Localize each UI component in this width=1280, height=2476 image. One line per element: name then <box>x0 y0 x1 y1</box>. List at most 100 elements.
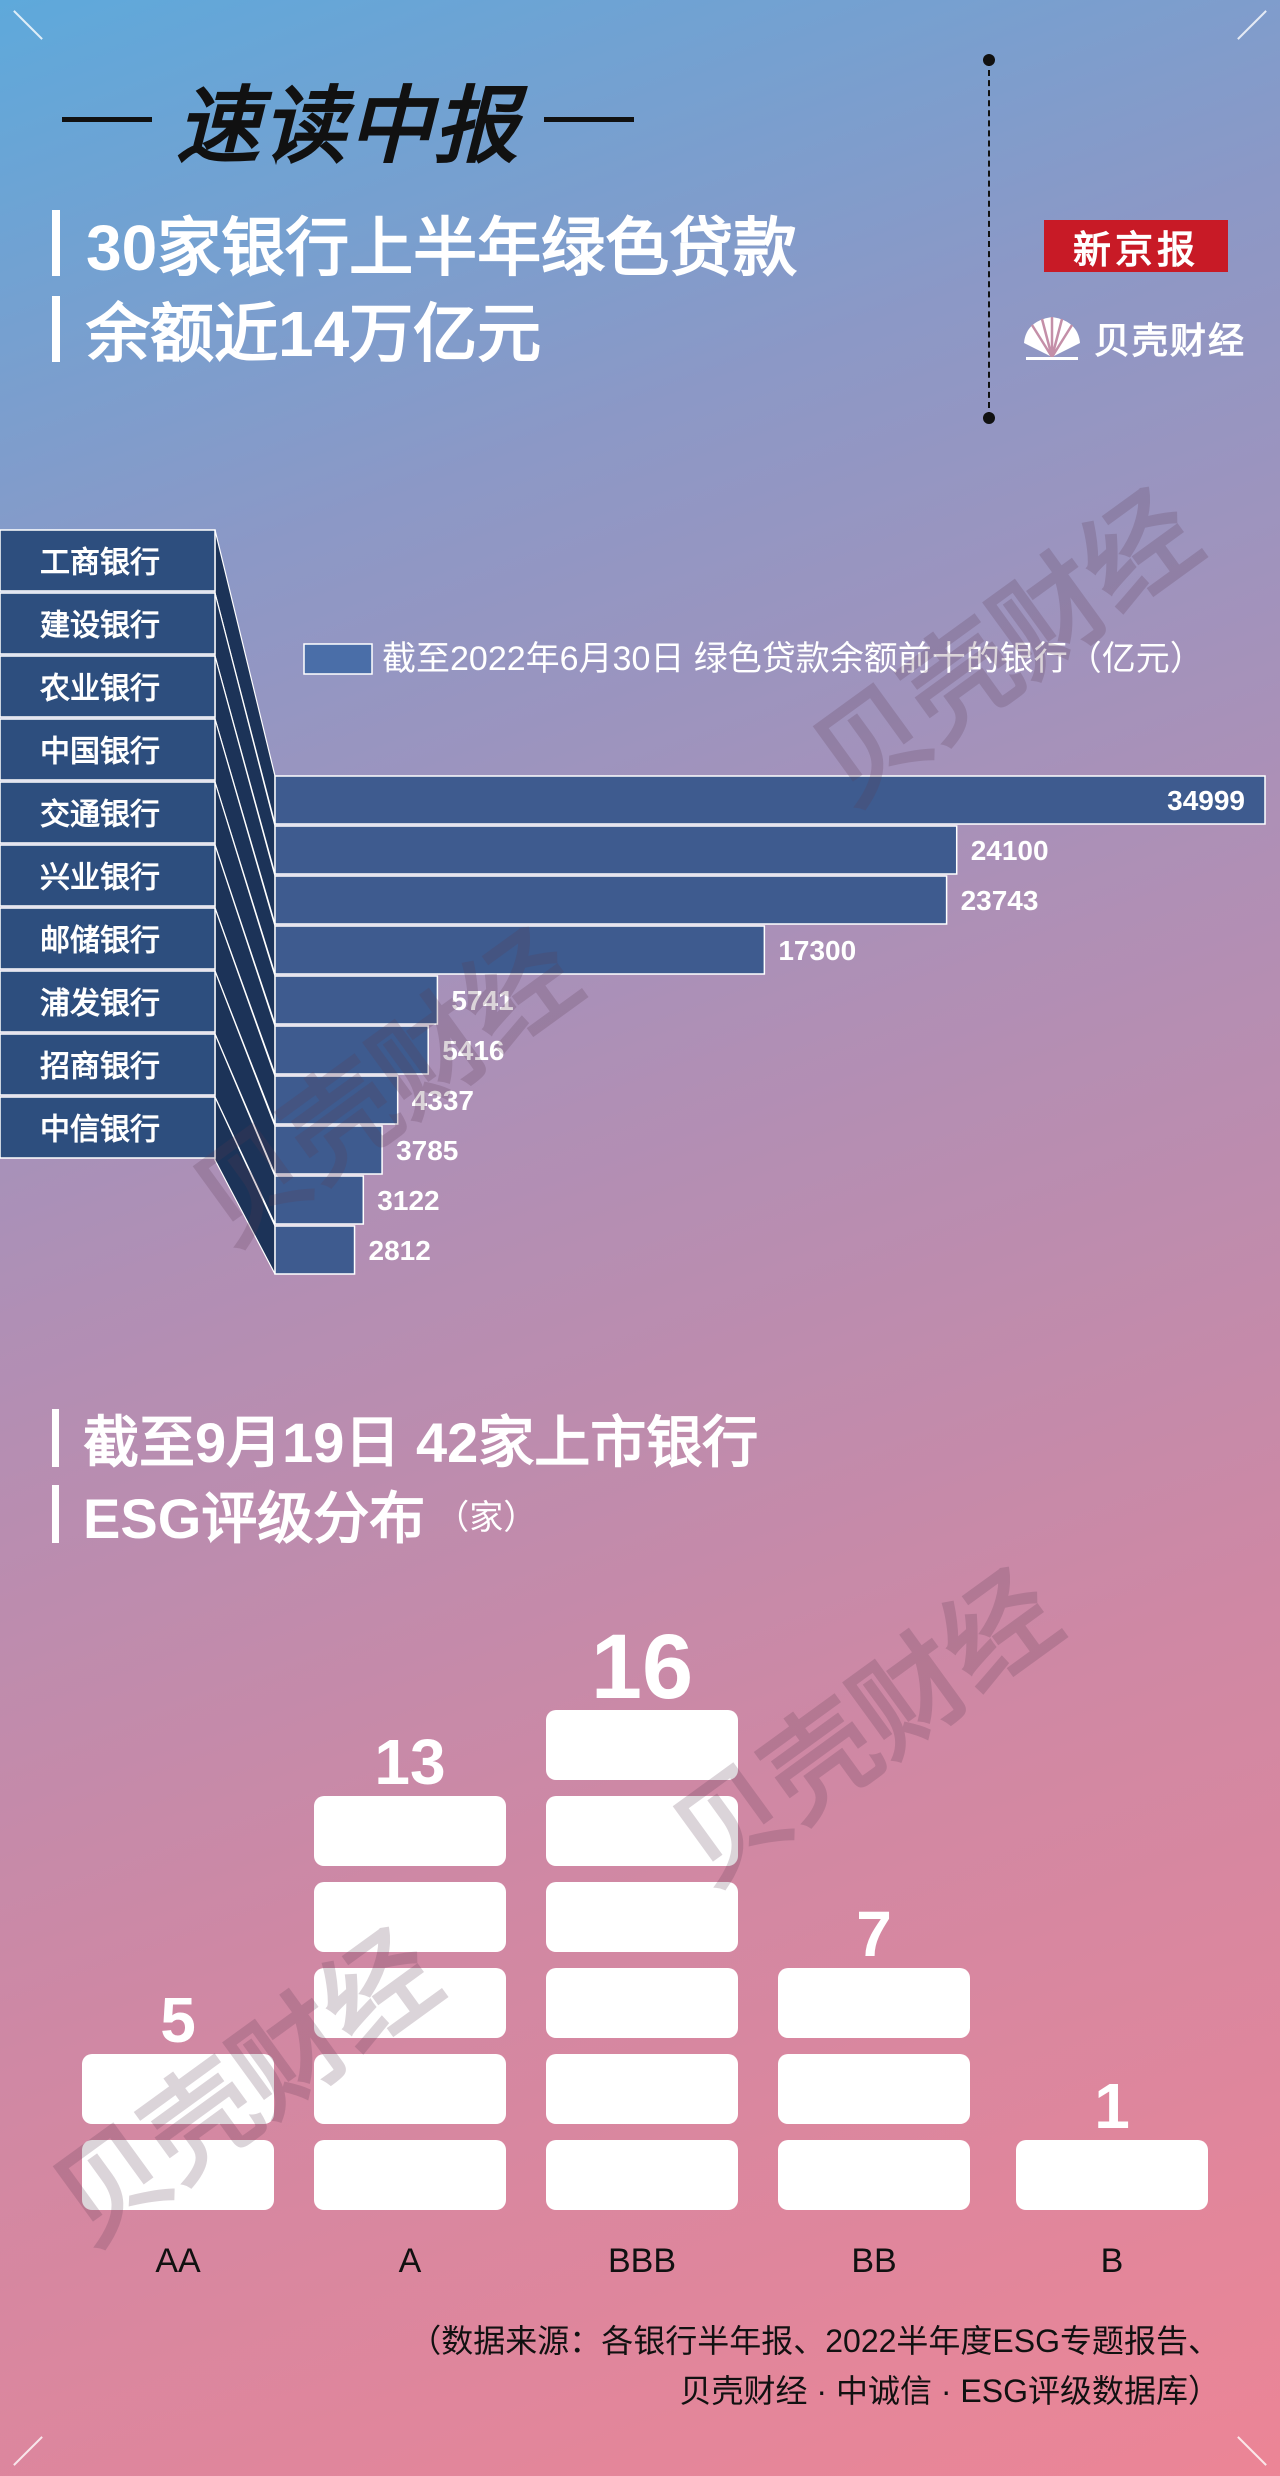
bar <box>274 1125 383 1175</box>
bar <box>274 775 1266 825</box>
esg-unit: （家） <box>435 1498 538 1537</box>
bank-label: 中国银行 <box>40 735 160 770</box>
bank-label-box <box>0 592 216 655</box>
corner-mark-br <box>1237 2436 1267 2466</box>
esg-block <box>546 1796 738 1866</box>
bar-side-faces <box>214 529 276 1275</box>
bank-label-box <box>0 970 216 1033</box>
value-label: 34999 <box>1167 785 1245 816</box>
headline-line2: 余额近14万亿元 <box>52 286 797 372</box>
bank-label: 农业银行 <box>39 672 160 707</box>
value-label: 5416 <box>442 1035 504 1066</box>
legend-text: 截至2022年6月30日 绿色贷款余额前十的银行（亿元） <box>382 640 1204 678</box>
headline: 30家银行上半年绿色贷款 余额近14万亿元 <box>52 200 797 372</box>
esg-block <box>778 1968 970 2038</box>
bar <box>274 1075 399 1125</box>
bank-label-box <box>0 781 216 844</box>
bank-label: 工商银行 <box>40 546 160 581</box>
esg-block <box>778 2054 970 2124</box>
source-line1: （数据来源：各银行半年报、2022半年度ESG专题报告、 <box>409 2323 1220 2359</box>
value-label: 3785 <box>396 1135 458 1166</box>
esg-blocks <box>82 1710 1208 2210</box>
esg-category-label: AA <box>155 2242 201 2280</box>
esg-block <box>314 1968 506 2038</box>
esg-block <box>314 2054 506 2124</box>
bank-label-box <box>0 1033 216 1096</box>
esg-section-title: 截至9月19日 42家上市银行 ESG评级分布 （家） <box>52 1400 758 1552</box>
esg-category-label: BB <box>851 2242 896 2280</box>
esg-block <box>546 2054 738 2124</box>
esg-count-labels: 5 13 16 7 1 <box>160 1616 1130 2142</box>
data-source: （数据来源：各银行半年报、2022半年度ESG专题报告、 贝壳财经 · 中诚信 … <box>409 2316 1220 2416</box>
divider-line <box>988 60 990 418</box>
value-label: 23743 <box>961 885 1039 916</box>
title-dash-left <box>62 116 152 122</box>
bank-label-box <box>0 907 216 970</box>
value-label: 4337 <box>412 1085 474 1116</box>
esg-block <box>314 1882 506 1952</box>
value-labels: 34999 24100 23743 17300 5741 5416 4337 3785 3122… <box>369 785 1245 1266</box>
xinjingbao-logo: 新京报 <box>1044 220 1228 272</box>
esg-title-line1: 截至9月19日 42家上市银行 <box>52 1400 758 1476</box>
esg-block <box>778 2140 970 2210</box>
esg-count-label: 1 <box>1094 2070 1130 2142</box>
brand-title: 速读中报 <box>62 64 635 174</box>
bank-label: 中信银行 <box>40 1113 160 1148</box>
green-loan-chart: 工商银行建设银行农业银行中国银行交通银行兴业银行邮储银行浦发银行招商银行中信银行… <box>0 529 1266 1275</box>
bar <box>274 1175 365 1225</box>
brand-title-text: 速读中报 <box>176 78 521 173</box>
esg-title-line2: ESG评级分布 （家） <box>52 1476 758 1552</box>
beike-caijing-text: 贝壳财经 <box>1094 320 1247 361</box>
esg-category-label: A <box>399 2242 422 2280</box>
bar <box>274 1225 356 1275</box>
bank-label: 建设银行 <box>40 609 160 644</box>
bar <box>274 925 766 975</box>
bank-label: 招商银行 <box>40 1050 160 1085</box>
bar <box>274 825 958 875</box>
divider-dot-bottom <box>983 412 995 424</box>
esg-block <box>546 2140 738 2210</box>
value-label: 17300 <box>778 935 856 966</box>
bar <box>274 975 439 1025</box>
header: 速读中报 30家银行上半年绿色贷款 余额近14万亿元 新京报 贝壳财经 <box>0 0 1280 480</box>
value-label: 24100 <box>971 835 1049 866</box>
esg-block <box>82 2054 274 2124</box>
value-label: 5741 <box>451 985 513 1016</box>
bank-label-box <box>0 1096 216 1159</box>
esg-block <box>1016 2140 1208 2210</box>
bank-label-box <box>0 844 216 907</box>
esg-block <box>314 1796 506 1866</box>
esg-block <box>546 1968 738 2038</box>
bank-label: 浦发银行 <box>40 987 160 1022</box>
shell-icon <box>1024 317 1080 360</box>
bar <box>274 875 948 925</box>
esg-block <box>82 2140 274 2210</box>
headline-line1: 30家银行上半年绿色贷款 <box>52 200 797 286</box>
esg-title-text: ESG评级分布 <box>83 1486 426 1550</box>
bar <box>274 1025 429 1075</box>
legend-swatch <box>303 643 373 675</box>
corner-mark-bl <box>13 2436 43 2466</box>
esg-count-label: 16 <box>591 1616 693 1718</box>
bank-label-box <box>0 655 216 718</box>
beike-caijing-logo: 贝壳财经 <box>1020 312 1246 364</box>
esg-count-label: 7 <box>856 1898 892 1970</box>
bar-series <box>274 775 1266 1275</box>
esg-block <box>546 1882 738 1952</box>
value-label: 3122 <box>377 1185 439 1216</box>
esg-block <box>546 1710 738 1780</box>
esg-block <box>314 2140 506 2210</box>
esg-category-label: B <box>1101 2242 1124 2280</box>
value-label: 2812 <box>369 1235 431 1266</box>
title-dash-right <box>544 116 635 122</box>
bank-label-box <box>0 718 216 781</box>
bank-label: 交通银行 <box>40 798 160 833</box>
bank-label: 兴业银行 <box>40 861 160 896</box>
divider-dot-top <box>983 54 995 66</box>
esg-count-label: 13 <box>374 1726 445 1798</box>
esg-category-labels: AA A BBB BB B <box>155 2242 1123 2280</box>
bank-label-box <box>0 529 216 592</box>
source-line2: 贝壳财经 · 中诚信 · ESG评级数据库） <box>679 2373 1220 2409</box>
